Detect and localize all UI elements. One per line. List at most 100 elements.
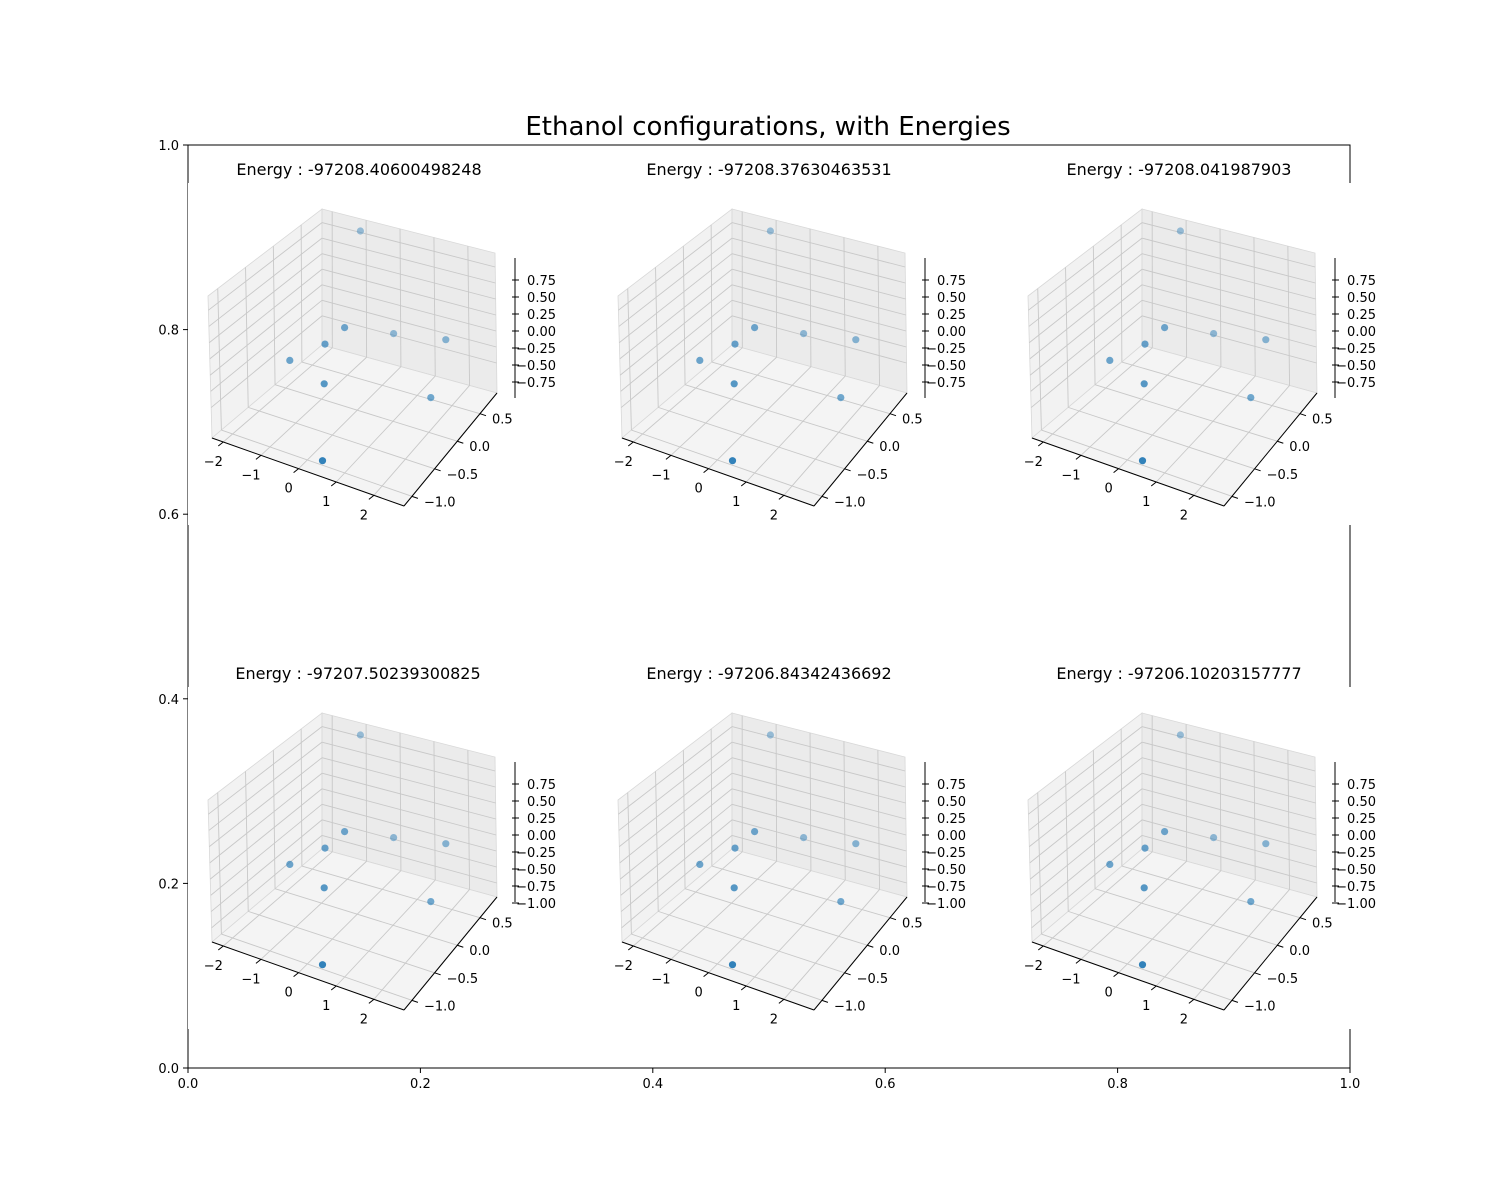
grid-line — [209, 772, 323, 864]
grid-line — [620, 315, 733, 408]
background-axes: 0.0 0.2 0.4 0.6 0.8 1.0 0.0 0.2 0.4 0.6 0.8 1.0 — [158, 139, 1360, 1092]
y-tick-mark — [1277, 944, 1284, 948]
x-tick-mark — [703, 468, 709, 474]
data-point — [837, 394, 845, 402]
x-axis-line — [1031, 941, 1225, 1011]
x-tick-mark — [627, 945, 634, 951]
z-tick-label: 0.50 — [937, 291, 966, 306]
data-point — [837, 898, 845, 906]
grid-line — [399, 228, 402, 367]
grid-line — [1155, 879, 1256, 987]
z-tick-label: −0.25 — [926, 342, 966, 357]
data-point — [731, 844, 739, 852]
subplot-title: Energy : -97208.40600498248 — [236, 160, 481, 179]
grid-line — [1253, 741, 1256, 881]
z-tick-label: 0.75 — [527, 778, 556, 793]
data-point — [427, 394, 435, 402]
grid-line — [658, 910, 845, 974]
y-tick-label: −1.0 — [834, 999, 866, 1014]
grid-line — [245, 267, 249, 408]
x-tick-mark — [740, 481, 747, 487]
y-tick-label: 0.0 — [158, 1062, 179, 1077]
grid-line — [1141, 741, 1316, 788]
z-tick-label: 0.50 — [1347, 795, 1376, 810]
grid-line — [274, 384, 458, 442]
grid-line — [1080, 356, 1187, 456]
grid-line — [217, 792, 222, 935]
grid-line — [619, 772, 733, 864]
data-point — [1176, 731, 1184, 739]
grid-line — [731, 726, 906, 772]
z-tick-label: 0.75 — [1347, 274, 1376, 289]
grid-line — [670, 356, 777, 456]
x-tick-mark — [1150, 985, 1157, 991]
grid-line — [877, 750, 880, 890]
x-tick-label: −2 — [204, 455, 223, 470]
data-point — [286, 356, 294, 364]
x-tick-label: 0 — [284, 986, 292, 1001]
grid-line — [1141, 299, 1317, 348]
x-tick-mark — [368, 494, 375, 500]
x-tick-label: 2 — [360, 1012, 368, 1027]
grid-line — [619, 253, 733, 344]
y-tick-mark — [1254, 468, 1261, 472]
z-tick-label: 0.00 — [937, 829, 966, 844]
x-tick-label: −2 — [1024, 959, 1043, 974]
z-tick-label: −0.75 — [1336, 880, 1376, 895]
grid-line — [1041, 429, 1233, 497]
y-tick-label: −1.0 — [1244, 999, 1276, 1014]
data-point — [318, 457, 327, 465]
z-tick-label: 0.00 — [937, 325, 966, 340]
grid-line — [1287, 246, 1290, 386]
x-tick-mark — [1075, 958, 1082, 964]
grid-line — [321, 772, 497, 820]
grid-line — [1141, 819, 1317, 868]
grid-line — [1141, 834, 1317, 884]
x-axis-line — [211, 941, 405, 1011]
grid-line — [433, 237, 436, 377]
y-tick-label: −0.5 — [447, 972, 479, 987]
subplot-title: Energy : -97206.10203157777 — [1056, 664, 1301, 683]
y-tick-label: 0.8 — [158, 324, 179, 339]
y-tick-mark — [411, 999, 419, 1003]
x-tick-mark — [255, 958, 262, 964]
grid-line — [731, 772, 907, 820]
grid-line — [467, 246, 470, 386]
grid-line — [210, 299, 323, 392]
grid-line — [632, 851, 743, 947]
grid-line — [631, 933, 823, 1001]
grid-line — [210, 803, 323, 896]
y-tick-label: −0.5 — [857, 468, 889, 483]
grid-line — [1042, 347, 1153, 443]
data-point — [751, 828, 759, 836]
grid-line — [632, 347, 743, 443]
x-tick-label: −1 — [1061, 972, 1080, 987]
z-tick-label: 0.25 — [1347, 308, 1376, 323]
x-tick-label: −1 — [241, 972, 260, 987]
grid-line — [843, 237, 846, 377]
grid-line — [627, 792, 632, 935]
y-tick-label: 0.0 — [469, 440, 490, 455]
grid-line — [209, 788, 323, 880]
grid-line — [321, 237, 496, 284]
data-point — [800, 834, 808, 842]
z-tick-label: −0.75 — [926, 376, 966, 391]
y-tick-label: 0.0 — [1289, 944, 1310, 959]
y-axis-line — [403, 392, 498, 507]
data-point — [1161, 324, 1169, 332]
grid-line — [335, 879, 436, 987]
grid-line — [1185, 724, 1188, 862]
z-tick-label: 0.00 — [1347, 829, 1376, 844]
x-tick-mark — [217, 441, 224, 447]
x-tick-label: 0 — [284, 482, 292, 497]
z-tick-label: 0.75 — [527, 274, 556, 289]
data-point — [390, 330, 398, 338]
z-tick-label: −0.50 — [926, 359, 966, 374]
grid-line — [877, 246, 880, 386]
grid-line — [301, 865, 481, 919]
x-tick-mark — [740, 985, 747, 991]
grid-line — [670, 860, 777, 960]
grid-line — [711, 865, 891, 919]
grid-line — [731, 819, 907, 868]
grid-line — [655, 771, 659, 912]
